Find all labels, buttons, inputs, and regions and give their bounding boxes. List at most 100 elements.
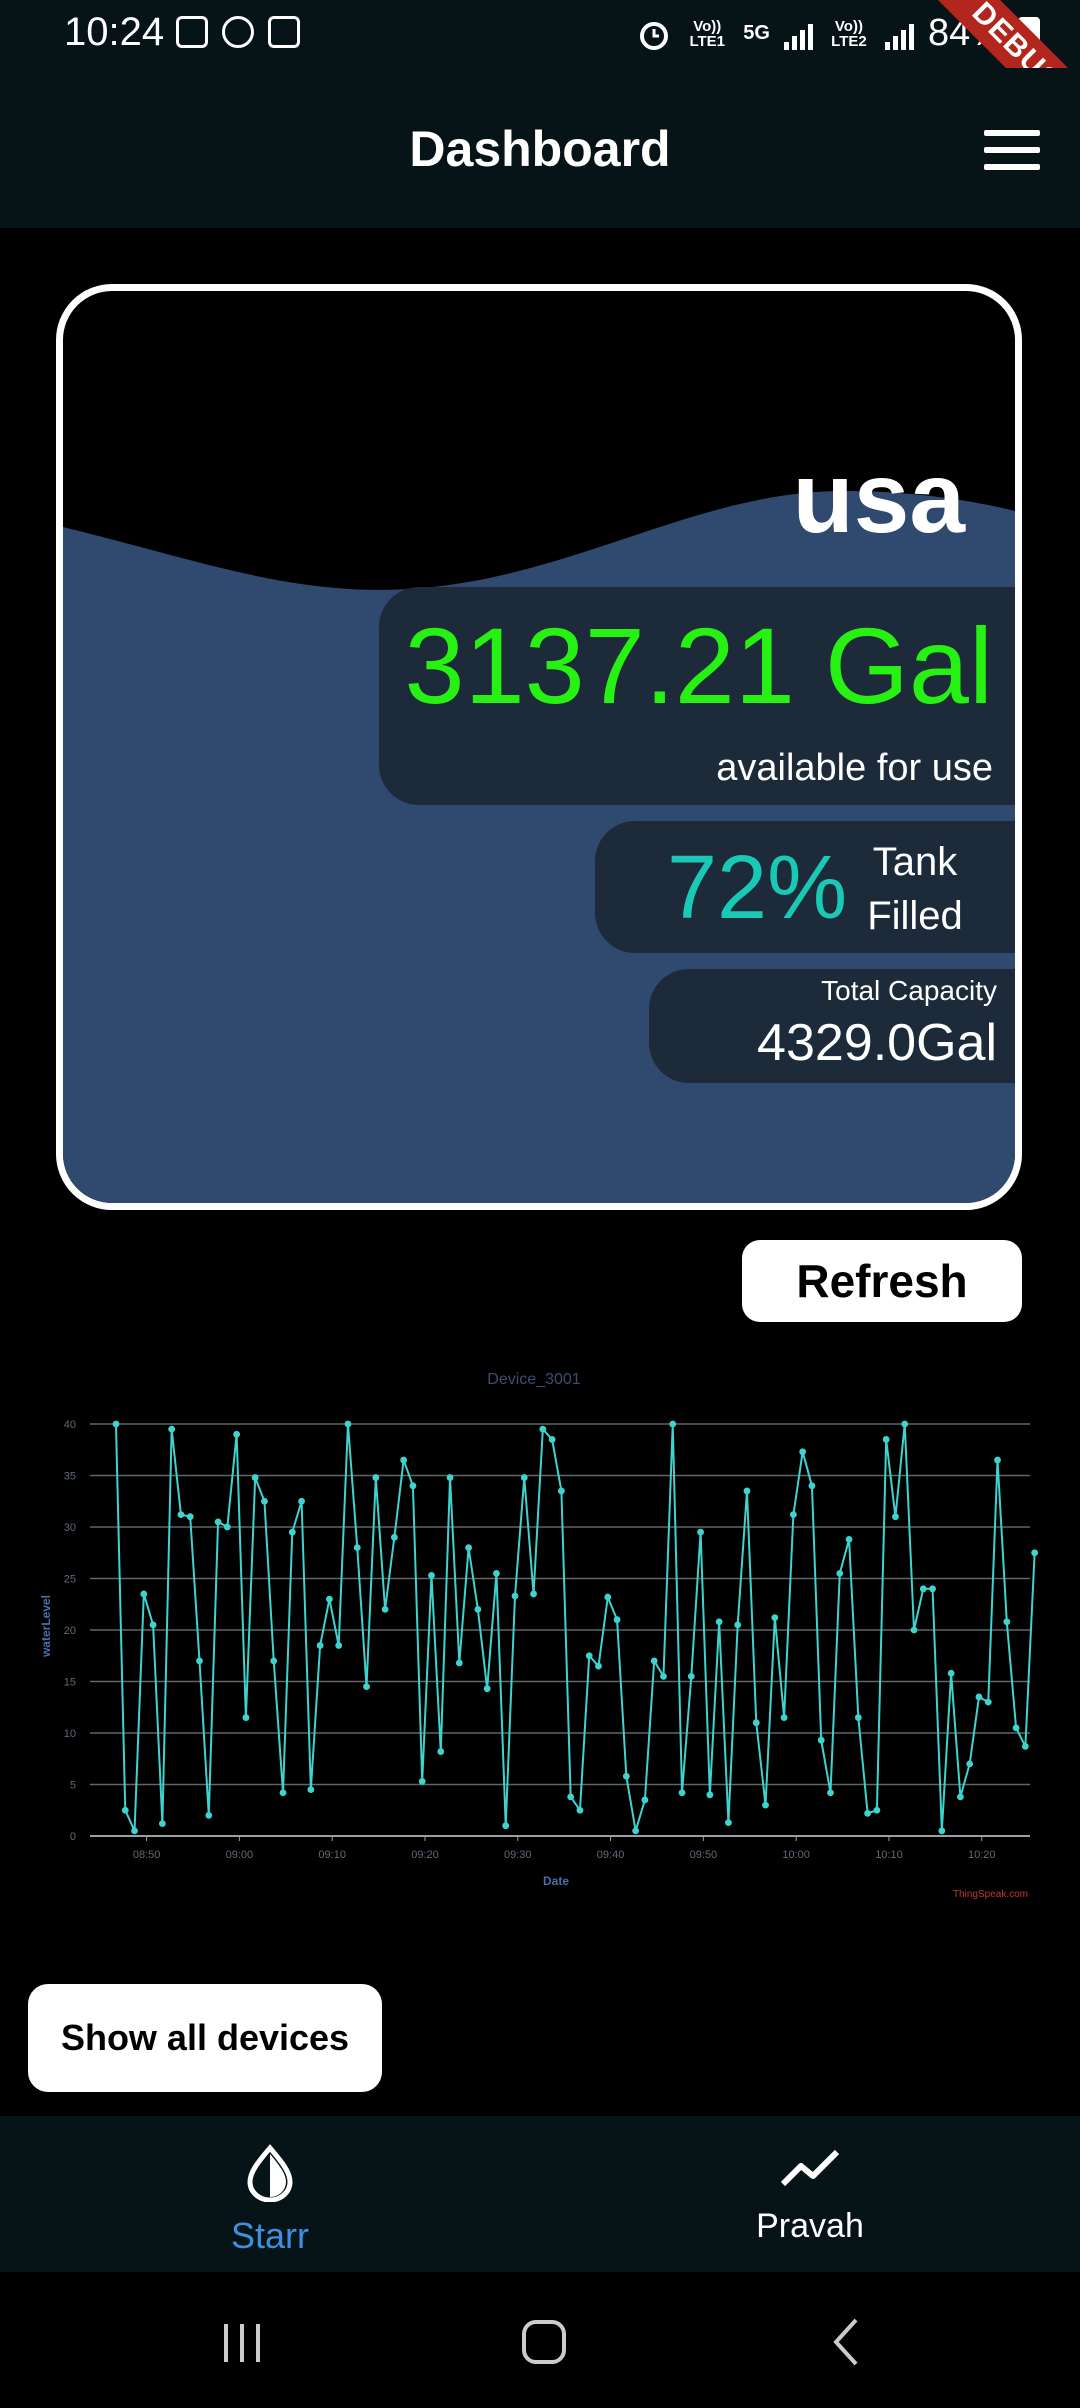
data-point <box>678 1789 686 1797</box>
data-point <box>687 1672 695 1680</box>
alarm-icon <box>640 21 669 50</box>
data-point <box>233 1430 241 1438</box>
refresh-button[interactable]: Refresh <box>742 1240 1022 1322</box>
signal-icon-2 <box>884 18 914 50</box>
data-point <box>715 1618 723 1626</box>
chart-series <box>112 1420 1039 1835</box>
data-point <box>845 1535 853 1543</box>
home-icon[interactable] <box>514 2312 574 2372</box>
hamburger-menu-icon[interactable] <box>984 130 1040 170</box>
y-tick-label: 10 <box>64 1728 76 1740</box>
capacity-panel: Total Capacity 4329.0Gal <box>649 969 1015 1083</box>
gallery-icon <box>176 16 208 48</box>
sync-icon <box>222 16 254 48</box>
system-navigation-bar <box>0 2272 1080 2408</box>
y-tick-label: 5 <box>70 1780 76 1792</box>
data-point <box>892 1513 899 1521</box>
data-point <box>595 1662 602 1670</box>
status-time: 10:24 <box>64 10 165 54</box>
data-point <box>660 1672 667 1680</box>
y-tick-label: 30 <box>64 1522 76 1534</box>
data-point <box>1012 1724 1020 1732</box>
back-icon[interactable] <box>818 2312 878 2372</box>
data-point <box>975 1693 983 1701</box>
data-point <box>762 1801 769 1809</box>
capacity-value: 4329.0Gal <box>757 1014 997 1072</box>
fill-label-line2: Filled <box>867 894 963 938</box>
data-point <box>502 1822 510 1830</box>
data-point <box>919 1585 927 1593</box>
data-point <box>910 1626 918 1634</box>
app-bar: Dashboard <box>0 68 1080 228</box>
recent-apps-icon[interactable] <box>212 2312 272 2372</box>
status-notification-icons <box>176 16 300 48</box>
data-point <box>455 1659 463 1667</box>
network-1-label: Vo)) LTE1 <box>689 17 726 50</box>
data-point <box>957 1793 964 1801</box>
data-point <box>929 1585 936 1593</box>
x-tick-label: 10:10 <box>875 1849 903 1861</box>
data-point <box>196 1657 203 1665</box>
capacity-label: Total Capacity <box>821 975 997 1006</box>
nav-item-pravah[interactable]: Pravah <box>660 2144 960 2246</box>
data-point <box>279 1789 287 1797</box>
fill-percent: 72% <box>667 838 848 938</box>
data-point <box>576 1806 584 1814</box>
x-tick-label: 10:00 <box>782 1849 810 1861</box>
x-tick-label: 09:20 <box>411 1849 439 1861</box>
data-point <box>363 1683 370 1691</box>
data-point <box>836 1569 844 1577</box>
data-point <box>864 1809 872 1817</box>
data-point <box>344 1420 352 1428</box>
fill-label-line1: Tank <box>872 840 958 884</box>
data-point <box>261 1497 268 1505</box>
y-tick-label: 0 <box>70 1831 76 1843</box>
data-point <box>984 1698 992 1706</box>
chart-credit[interactable]: ThingSpeak.com <box>953 1889 1028 1900</box>
data-point <box>158 1820 166 1828</box>
chart-title: Device_3001 <box>487 1371 581 1388</box>
device-name: usa <box>792 442 965 554</box>
data-point <box>827 1789 834 1797</box>
y-tick-label: 15 <box>64 1677 76 1689</box>
data-point <box>817 1736 825 1744</box>
show-all-devices-button[interactable]: Show all devices <box>28 1984 382 2092</box>
available-value: 3137.21 Gal <box>404 605 993 726</box>
data-point <box>205 1812 213 1819</box>
data-point <box>372 1474 380 1481</box>
data-point <box>177 1511 185 1519</box>
data-point <box>743 1487 751 1495</box>
data-point <box>901 1420 909 1428</box>
y-tick-label: 35 <box>64 1471 76 1483</box>
data-point <box>326 1595 333 1603</box>
data-point <box>604 1593 612 1601</box>
data-point <box>242 1714 250 1721</box>
clock-app-icon <box>268 16 300 48</box>
y-tick-label: 25 <box>64 1574 76 1586</box>
chart-x-label: Date <box>543 1874 569 1888</box>
data-point <box>511 1592 519 1600</box>
data-point <box>483 1685 491 1693</box>
data-point <box>994 1456 1001 1464</box>
data-point <box>168 1425 176 1433</box>
data-point <box>316 1642 324 1649</box>
nav-item-starr[interactable]: Starr <box>120 2144 420 2257</box>
water-drop-icon <box>247 2144 293 2203</box>
data-point <box>734 1621 742 1629</box>
data-point <box>641 1796 649 1804</box>
data-point <box>140 1590 148 1598</box>
data-point <box>530 1590 537 1598</box>
page-title: Dashboard <box>409 121 671 177</box>
data-point <box>288 1528 296 1536</box>
data-point <box>437 1748 445 1755</box>
data-point <box>121 1806 129 1814</box>
fill-panel: 72% Tank Filled <box>595 821 1015 953</box>
data-point <box>882 1436 890 1443</box>
data-point <box>223 1523 231 1531</box>
data-point <box>270 1657 278 1665</box>
data-point <box>1003 1618 1011 1626</box>
data-point <box>353 1544 361 1551</box>
data-point <box>335 1642 343 1649</box>
nav-label-pravah: Pravah <box>756 2207 864 2245</box>
data-point <box>186 1513 194 1521</box>
